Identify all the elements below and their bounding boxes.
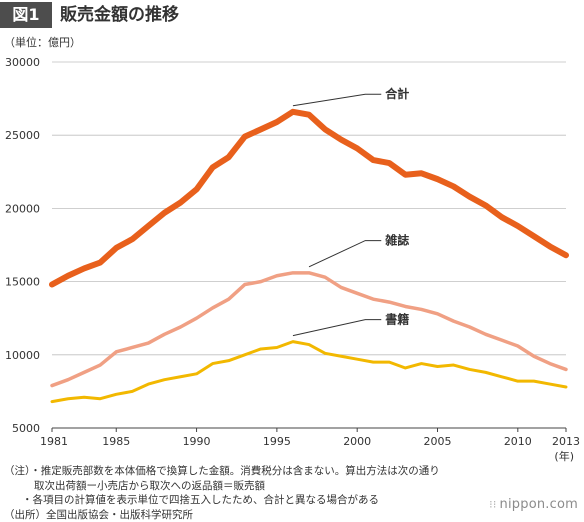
- publisher-credit: ⁝⁝ nippon.com: [489, 497, 578, 512]
- series-leader-line: [293, 320, 381, 336]
- x-tick-label: 1990: [183, 435, 211, 448]
- y-tick-label: 10000: [5, 349, 40, 362]
- note-line-1: （注）・推定販売部数を本体価格で換算した金額。消費税分は含まない。算出方法は次の…: [4, 464, 524, 479]
- y-tick-label: 25000: [5, 129, 40, 142]
- x-tick-label: 2013: [552, 435, 580, 448]
- x-tick-label: 1981: [40, 435, 68, 448]
- series-line-2: [52, 273, 566, 386]
- credit-text: nippon.com: [500, 497, 578, 512]
- y-tick-label: 20000: [5, 202, 40, 215]
- x-tick-label: 2010: [504, 435, 532, 448]
- x-tick-label: 1985: [102, 435, 130, 448]
- x-tick-label: 2005: [424, 435, 452, 448]
- note-line-3: ・各項目の計算値を表示単位で四捨五入したため、合計と異なる場合がある: [4, 493, 524, 508]
- series-label: 雑誌: [384, 233, 409, 248]
- series-label: 書籍: [385, 312, 409, 327]
- y-tick-label: 5000: [12, 422, 40, 435]
- series-leader-line: [293, 94, 381, 106]
- series-leader-line: [309, 241, 381, 267]
- chart-notes: （注）・推定販売部数を本体価格で換算した金額。消費税分は含まない。算出方法は次の…: [4, 464, 524, 522]
- series-line-3: [52, 342, 566, 402]
- series-lines: [52, 112, 566, 402]
- y-tick-label: 30000: [5, 56, 40, 69]
- credit-dots-icon: ⁝⁝: [489, 498, 496, 511]
- note-source: （出所）全国出版協会・出版科学研究所: [4, 508, 524, 522]
- x-tick-label: 1995: [263, 435, 291, 448]
- x-unit-label: (年): [554, 449, 574, 463]
- y-tick-labels: 5000 10000 15000 20000 25000 30000: [5, 56, 40, 435]
- x-tick-label: 2000: [343, 435, 371, 448]
- series-label: 合計: [385, 86, 409, 101]
- y-tick-label: 15000: [5, 276, 40, 289]
- series-line-1: [52, 112, 566, 285]
- x-tick-labels: 1981 1985 1990 1995 2000 2005 2010 2013(年): [40, 428, 580, 463]
- note-line-2: 取次出荷額ー小売店から取次への返品額＝販売額: [4, 479, 524, 494]
